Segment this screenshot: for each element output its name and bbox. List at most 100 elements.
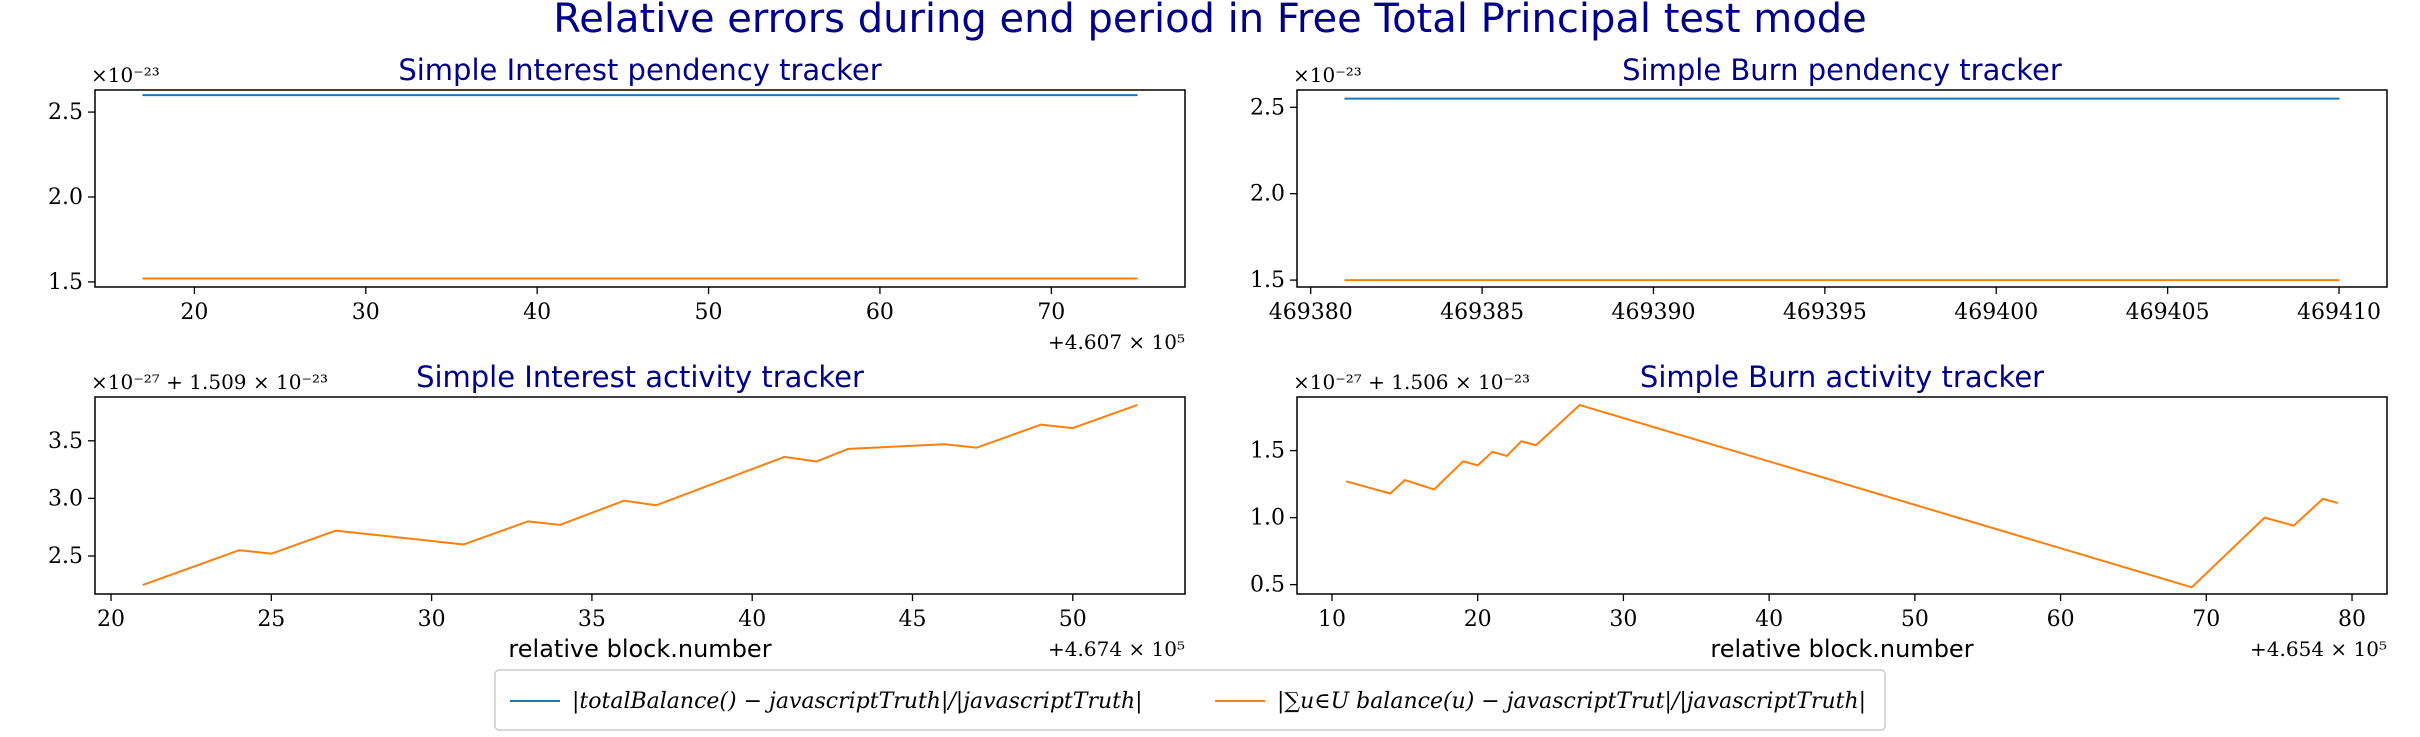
interest-pendency-series-1-point: [1136, 94, 1138, 96]
burn-activity-xtick-label: 80: [2338, 607, 2366, 632]
burn-activity-series-1-point: [1462, 460, 1464, 463]
interest-pendency-ytick-label: 2.5: [48, 100, 83, 125]
interest-activity-series-1-point: [847, 448, 850, 450]
interest-activity-xtick-label: 30: [418, 607, 446, 632]
burn-pendency-series-2-point: [2338, 279, 2340, 281]
interest-activity-series-1-point: [462, 543, 465, 546]
interest-activity-x-offset-label: +4.674 × 10⁵: [1048, 637, 1185, 661]
figure-title: Relative errors during end period in Fre…: [553, 0, 1866, 42]
burn-pendency-xtick-label: 469410: [2297, 300, 2381, 325]
burn-activity-series-1-point: [1345, 480, 1348, 483]
interest-pendency-y-offset-label: ×10⁻²³: [91, 63, 160, 87]
legend-label-total-balance: |totalBalance() − javascriptTruth|/|java…: [572, 689, 1143, 714]
interest-activity-series-1-point: [559, 524, 561, 526]
interest-activity-series-1-line: [142, 404, 1138, 586]
burn-activity-xtick-label: 60: [2047, 607, 2075, 632]
interest-activity-xlabel: relative block.number: [508, 635, 771, 663]
interest-pendency-xtick-label: 40: [523, 300, 551, 325]
burn-activity-x-offset-label: +4.654 × 10⁵: [2250, 637, 2387, 661]
interest-activity-axes-frame: [94, 396, 1186, 595]
burn-activity-series-1-point: [1389, 492, 1392, 495]
interest-activity-series-1-point: [334, 529, 337, 532]
burn-pendency-xtick-label: 469390: [1611, 300, 1695, 325]
interest-pendency-series-2-point: [1136, 277, 1138, 280]
interest-pendency-series-2-point: [142, 277, 144, 280]
burn-pendency-series-1-point: [2338, 97, 2340, 100]
burn-activity-xtick-label: 10: [1318, 607, 1346, 632]
interest-activity-ytick-label: 3.5: [48, 429, 83, 454]
burn-activity-xtick-label: 20: [1464, 607, 1492, 632]
burn-activity-ytick-label: 1.5: [1250, 439, 1285, 464]
interest-activity-xtick-label: 35: [578, 607, 606, 632]
interest-activity-xtick-label: 45: [899, 607, 927, 632]
burn-pendency-series-1-point: [1344, 97, 1346, 100]
interest-activity-series-1-point: [238, 549, 241, 552]
burn-activity-series-1-point: [2263, 516, 2266, 519]
interest-activity-xtick-label: 50: [1059, 607, 1087, 632]
interest-pendency-series-1-point: [142, 94, 144, 96]
burn-pendency-xtick-label: 469380: [1269, 300, 1353, 325]
burn-activity-series-1-point: [2336, 502, 2339, 504]
burn-activity-series-1-line: [1346, 404, 2338, 589]
interest-activity-series-1-point: [1071, 427, 1074, 429]
interest-activity-ytick-label: 3.0: [48, 486, 83, 511]
interest-activity-series-1-point: [815, 460, 818, 463]
interest-activity-ytick-label: 2.5: [48, 544, 83, 569]
interest-pendency-title: Simple Interest pendency tracker: [398, 53, 881, 87]
interest-activity-series-1-point: [142, 583, 144, 586]
legend: |totalBalance() − javascriptTruth|/|java…: [494, 669, 1886, 731]
interest-activity-series-1-point: [526, 520, 529, 523]
burn-activity-series-1-point: [1535, 444, 1537, 447]
interest-activity-series-1-point: [1039, 423, 1042, 426]
interest-activity-series-1-point: [783, 456, 786, 458]
burn-pendency-y-offset-label: ×10⁻²³: [1293, 63, 1362, 87]
burn-pendency-title: Simple Burn pendency tracker: [1622, 53, 2062, 87]
burn-activity-ytick-label: 1.0: [1250, 506, 1285, 531]
interest-activity-xtick-label: 40: [738, 607, 766, 632]
interest-pendency-xtick-label: 50: [695, 300, 723, 325]
subplot-interest-activity: Simple Interest activity tracker 20 25 30 35…: [48, 360, 1186, 663]
burn-activity-ytick-label: 0.5: [1250, 573, 1285, 598]
burn-activity-series-1-point: [2292, 524, 2295, 527]
burn-pendency-ytick-label: 2.0: [1250, 182, 1285, 207]
interest-pendency-axes-frame: [94, 89, 1186, 288]
burn-activity-series-1-point: [1491, 451, 1494, 453]
interest-pendency-ytick-label: 2.0: [48, 185, 83, 210]
burn-pendency-xtick-label: 469405: [2126, 300, 2210, 325]
interest-activity-series-1-point: [270, 552, 273, 555]
burn-pendency-xtick-label: 469385: [1440, 300, 1524, 325]
interest-activity-series-1-point: [655, 504, 657, 507]
interest-activity-xtick-label: 25: [257, 607, 285, 632]
legend-frame: [494, 669, 1886, 731]
interest-pendency-x-offset-label: +4.607 × 10⁵: [1048, 330, 1185, 354]
interest-activity-series-1-point: [1136, 404, 1138, 406]
burn-activity-series-1-point: [1578, 404, 1581, 406]
burn-pendency-ytick-label: 2.5: [1250, 95, 1285, 120]
burn-activity-xtick-label: 70: [2192, 607, 2220, 632]
interest-pendency-xtick-label: 20: [180, 300, 208, 325]
burn-activity-series-1-point: [1476, 464, 1479, 467]
burn-activity-xtick-label: 30: [1609, 607, 1637, 632]
interest-activity-series-1-point: [623, 499, 625, 502]
legend-label-sum-balance: |∑u∈U balance(u) − javascriptTrut|/|java…: [1277, 689, 1866, 714]
burn-pendency-xtick-label: 469395: [1783, 300, 1867, 325]
burn-activity-xtick-label: 40: [1755, 607, 1783, 632]
burn-activity-series-1-point: [1506, 455, 1508, 457]
burn-activity-y-offset-label: ×10⁻²⁷ + 1.506 × 10⁻²³: [1293, 370, 1530, 394]
burn-pendency-xtick-label: 469400: [1954, 300, 2038, 325]
burn-activity-axes-frame: [1296, 396, 2388, 595]
interest-pendency-xtick-label: 60: [866, 300, 894, 325]
interest-activity-y-offset-label: ×10⁻²⁷ + 1.509 × 10⁻²³: [91, 370, 328, 394]
interest-pendency-xtick-label: 30: [352, 300, 380, 325]
interest-activity-title: Simple Interest activity tracker: [416, 360, 864, 394]
burn-activity-xtick-label: 50: [1901, 607, 1929, 632]
interest-pendency-xtick-label: 70: [1037, 300, 1065, 325]
interest-activity-xtick-label: 20: [97, 607, 125, 632]
burn-pendency-ytick-label: 1.5: [1250, 268, 1285, 293]
subplot-interest-pendency: Simple Interest pendency tracker 20 30 40 50…: [48, 53, 1186, 354]
subplot-burn-activity: Simple Burn activity tracker 10 20 30 40 50 60…: [1250, 360, 2388, 663]
interest-activity-series-1-point: [975, 446, 978, 449]
burn-pendency-axes-frame: [1296, 89, 2388, 288]
subplot-burn-pendency: Simple Burn pendency tracker 469380 469385…: [1250, 53, 2388, 325]
